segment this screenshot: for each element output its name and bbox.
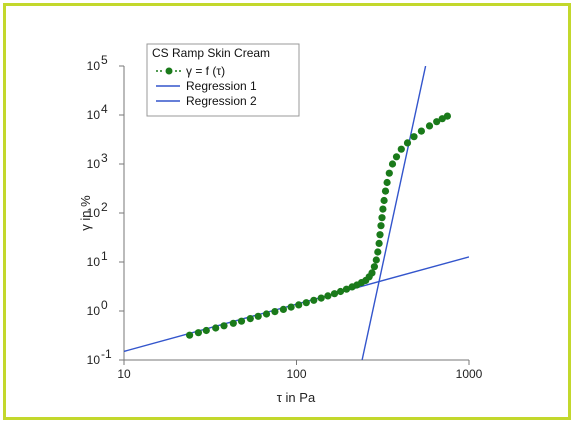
y-tick-label: 10 <box>87 59 101 73</box>
y-tick-exponent: 0 <box>101 298 108 312</box>
data-point <box>403 139 412 147</box>
data-point <box>375 239 383 247</box>
data-point <box>372 256 380 264</box>
legend-title: CS Ramp Skin Cream <box>152 46 270 60</box>
y-tick-label: 10 <box>87 255 101 269</box>
y-tick-exponent: 2 <box>101 200 108 214</box>
y-tick-exponent: -1 <box>101 347 112 361</box>
data-point <box>194 329 202 337</box>
data-point <box>186 331 194 339</box>
data-points <box>186 112 451 339</box>
data-point <box>271 308 279 316</box>
data-point <box>330 290 339 298</box>
data-point <box>336 287 345 296</box>
x-tick-label: 100 <box>286 367 306 381</box>
data-point <box>368 269 376 277</box>
y-tick-label: 10 <box>87 157 101 171</box>
data-point <box>302 299 310 307</box>
data-point <box>324 292 332 300</box>
legend-marker-icon <box>165 67 173 75</box>
y-tick-exponent: 4 <box>101 102 108 116</box>
y-tick-exponent: 5 <box>101 53 108 67</box>
data-point <box>229 319 237 327</box>
data-point <box>317 294 325 302</box>
data-point <box>380 196 388 205</box>
data-point <box>392 153 401 161</box>
data-point <box>388 160 397 168</box>
data-point <box>425 122 434 130</box>
data-point <box>376 231 384 239</box>
data-point <box>379 205 387 213</box>
legend-box <box>146 43 300 117</box>
data-point <box>262 310 271 318</box>
legend-entry-data: γ = f (τ) <box>186 64 225 78</box>
y-tick-exponent: 1 <box>101 249 108 263</box>
legend-entry-regression-1: Regression 1 <box>186 79 257 93</box>
data-point <box>202 326 210 335</box>
data-point <box>417 127 425 135</box>
data-point <box>279 305 287 313</box>
x-tick-label: 1000 <box>456 367 483 381</box>
data-point <box>443 112 451 120</box>
data-point <box>342 285 351 293</box>
data-point <box>378 214 386 222</box>
x-axis-title: τ in Pa <box>277 390 316 405</box>
data-point <box>295 301 303 309</box>
regression-line-1 <box>361 66 427 360</box>
x-tick-label: 10 <box>117 367 131 381</box>
legend: CS Ramp Skin Cream γ = f (τ) Regression … <box>146 43 300 117</box>
y-axis-title: γ in % <box>78 195 93 231</box>
data-point <box>246 315 254 323</box>
data-point <box>254 312 262 320</box>
data-point <box>383 178 391 187</box>
data-point <box>310 296 318 304</box>
data-point <box>370 263 378 271</box>
y-tick-label: 10 <box>87 353 101 367</box>
data-point <box>374 248 382 256</box>
data-point <box>397 145 405 153</box>
legend-entry-regression-2: Regression 2 <box>186 94 257 108</box>
y-tick-label: 10 <box>87 108 101 122</box>
data-point <box>237 317 246 325</box>
data-point <box>433 118 441 126</box>
data-point <box>220 322 228 330</box>
data-point <box>287 303 295 311</box>
y-tick-exponent: 3 <box>101 151 108 165</box>
data-point <box>212 324 220 332</box>
data-point <box>385 169 393 177</box>
data-point <box>381 187 390 195</box>
data-point <box>410 133 418 141</box>
y-tick-label: 10 <box>87 206 101 220</box>
data-point <box>377 222 385 230</box>
y-tick-label: 10 <box>87 304 101 318</box>
